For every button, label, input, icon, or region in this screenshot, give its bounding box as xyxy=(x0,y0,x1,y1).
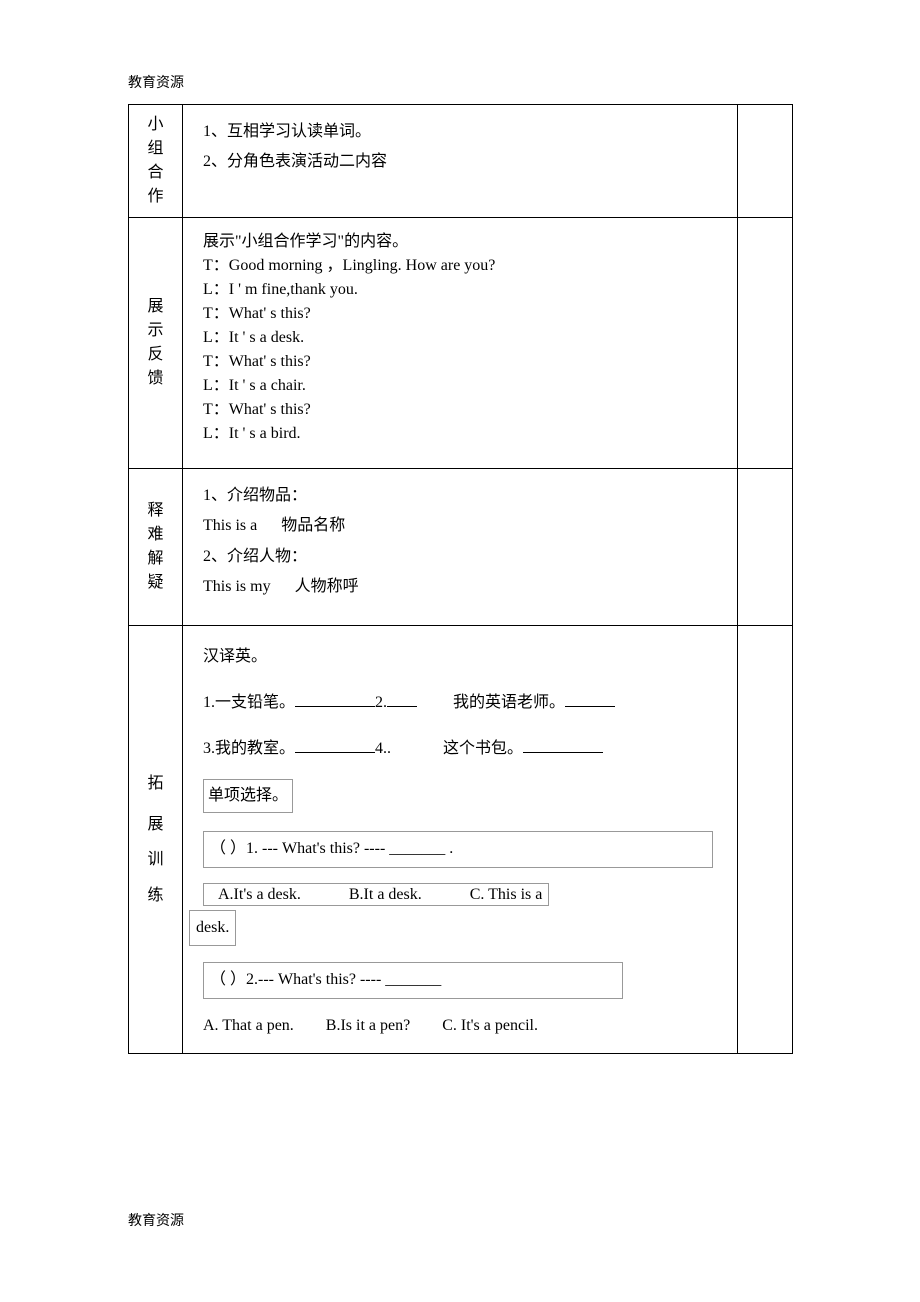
label-char: 疑 xyxy=(129,571,182,595)
blank-underline[interactable] xyxy=(565,706,615,707)
label-char: 解 xyxy=(129,547,182,571)
blank-underline[interactable] xyxy=(295,706,375,707)
text-span: This is a xyxy=(203,517,257,534)
content-line: T：What' s this? xyxy=(203,350,717,374)
section-label-group: 小 组 合 作 xyxy=(129,105,183,218)
content-line: This is my 人物称呼 xyxy=(203,572,717,602)
label-char: 馈 xyxy=(129,367,182,391)
section-label-extension: 拓 展 训 练 xyxy=(129,625,183,1054)
label-char: 拓 xyxy=(129,766,182,801)
content-line: L：It ' s a bird. xyxy=(203,422,717,446)
text-span: 人物称呼 xyxy=(295,578,359,595)
lesson-plan-table: 小 组 合 作 1、互相学习认读单词。 2、分角色表演活动二内容 展 示 反 馈… xyxy=(128,104,793,1054)
label-char: 练 xyxy=(129,878,182,913)
right-cell xyxy=(738,218,793,469)
content-line: 展示"小组合作学习"的内容。 xyxy=(203,230,717,254)
option-tail-box: desk. xyxy=(189,910,236,946)
question-line: 1.一支铅笔。 2. 我的英语老师。 xyxy=(203,684,717,722)
option-c: C. This is a xyxy=(470,886,543,903)
label-char: 训 xyxy=(129,842,182,877)
blank-underline[interactable] xyxy=(295,752,375,753)
content-line: 2、分角色表演活动二内容 xyxy=(203,147,717,177)
section-title: 汉译英。 xyxy=(203,638,717,676)
row-group-work: 小 组 合 作 1、互相学习认读单词。 2、分角色表演活动二内容 xyxy=(129,105,793,218)
question-line: 3.我的教室。 4.. 这个书包。 xyxy=(203,730,717,768)
page-footer-label: 教育资源 xyxy=(128,1210,184,1230)
label-char: 释 xyxy=(129,499,182,523)
question-text: 3.我的教室。 xyxy=(203,740,295,757)
row-display-feedback: 展 示 反 馈 展示"小组合作学习"的内容。 T：Good morning ，L… xyxy=(129,218,793,469)
blank-underline[interactable] xyxy=(387,706,417,707)
text-span: This is my xyxy=(203,578,271,595)
content-line: L：It ' s a desk. xyxy=(203,326,717,350)
content-line: 1、介绍物品： xyxy=(203,481,717,511)
question-text: 1.一支铅笔。 xyxy=(203,694,295,711)
option-c: C. It's a pencil. xyxy=(442,1017,538,1034)
label-char: 组 xyxy=(129,137,182,161)
option-a: A. That a pen. xyxy=(203,1017,294,1034)
right-cell xyxy=(738,105,793,218)
section-title-box: 单项选择。 xyxy=(203,779,293,813)
content-line: L：It ' s a chair. xyxy=(203,374,717,398)
text-span: 物品名称 xyxy=(281,517,345,534)
label-char: 难 xyxy=(129,523,182,547)
mc-options-line: A. That a pen. B.Is it a pen? C. It's a … xyxy=(189,1011,731,1041)
question-text: 我的英语老师。 xyxy=(453,694,565,711)
label-char: 展 xyxy=(129,295,182,319)
question-text: 4.. xyxy=(375,740,391,757)
section-label-clarify: 释 难 解 疑 xyxy=(129,469,183,626)
content-line: T：Good morning ，Lingling. How are you? xyxy=(203,254,717,278)
row-clarify: 释 难 解 疑 1、介绍物品： This is a 物品名称 2、介绍人物： T… xyxy=(129,469,793,626)
content-clarify: 1、介绍物品： This is a 物品名称 2、介绍人物： This is m… xyxy=(183,469,738,626)
label-char: 作 xyxy=(129,185,182,209)
label-char: 展 xyxy=(129,807,182,842)
question-text: 2. xyxy=(375,694,387,711)
section-label-display: 展 示 反 馈 xyxy=(129,218,183,469)
content-extension: 汉译英。 1.一支铅笔。2. 我的英语老师。 3.我的教室。4.. 这个书包。 … xyxy=(183,625,738,1054)
mc-options-line: A.It's a desk. B.It a desk. C. This is a xyxy=(189,880,731,910)
option-b: B.It a desk. xyxy=(349,886,422,903)
option-b: B.Is it a pen? xyxy=(326,1017,410,1034)
page-header-label: 教育资源 xyxy=(128,72,184,92)
option-a: A.It's a desk. xyxy=(218,886,301,903)
content-line: T：What' s this? xyxy=(203,398,717,422)
mc-question-box: （ ）1. --- What's this? ---- _______ . xyxy=(203,831,713,867)
content-line: This is a 物品名称 xyxy=(203,511,717,541)
content-line: 1、互相学习认读单词。 xyxy=(203,117,717,147)
right-cell xyxy=(738,469,793,626)
label-char: 示 xyxy=(129,319,182,343)
label-char: 反 xyxy=(129,343,182,367)
content-group: 1、互相学习认读单词。 2、分角色表演活动二内容 xyxy=(183,105,738,218)
row-extension: 拓 展 训 练 汉译英。 1.一支铅笔。 2. 我的英语老师。 3.我的教室。 4.… xyxy=(129,625,793,1054)
content-line: L：I ' m fine,thank you. xyxy=(203,278,717,302)
question-text: 这个书包。 xyxy=(443,740,523,757)
right-cell xyxy=(738,625,793,1054)
label-char: 合 xyxy=(129,161,182,185)
mc-question-box: （ ）2.--- What's this? ---- _______ xyxy=(203,962,623,998)
label-char: 小 xyxy=(129,113,182,137)
blank-underline[interactable] xyxy=(523,752,603,753)
content-line: 2、介绍人物： xyxy=(203,542,717,572)
content-line: T：What' s this? xyxy=(203,302,717,326)
content-display: 展示"小组合作学习"的内容。 T：Good morning ，Lingling.… xyxy=(183,218,738,469)
